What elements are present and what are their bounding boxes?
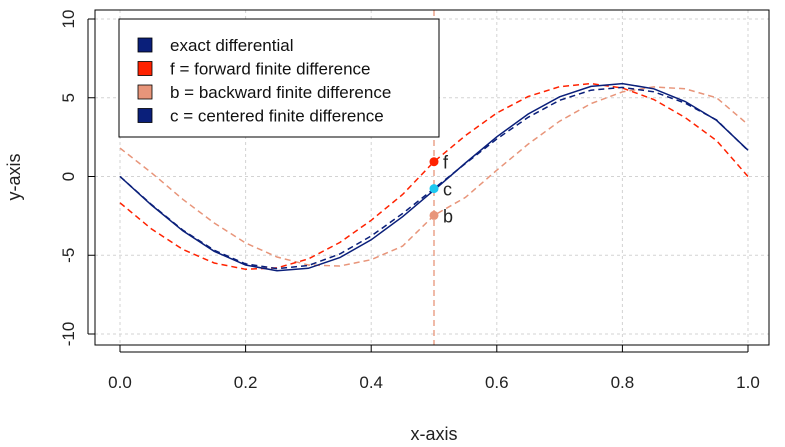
- series-line-1: [119, 82, 749, 271]
- x-tick-label: 0.2: [234, 373, 258, 392]
- x-tick-label: 0.8: [611, 373, 635, 392]
- y-tick-label: 0: [59, 172, 78, 181]
- legend-swatch: [137, 61, 153, 76]
- x-tick-label: 0.4: [359, 373, 383, 392]
- point-label-b: b: [443, 206, 453, 226]
- legend-swatch: [137, 84, 153, 100]
- plot-frame: [94, 9, 770, 346]
- y-axis-title: y-axis: [4, 153, 24, 200]
- y-tick-label: -10: [59, 322, 78, 347]
- x-tick-label: 0.6: [485, 373, 509, 392]
- legend-label: c = centered finite difference: [170, 107, 384, 126]
- point-label-c: c: [443, 180, 452, 200]
- point-f: [429, 157, 439, 167]
- highlight-points: fcb: [429, 153, 453, 226]
- legend-swatch: [137, 37, 153, 53]
- x-axis-title: x-axis: [410, 424, 457, 444]
- legend-swatch: [137, 108, 153, 123]
- legend: exact differential f = forward finite dif…: [118, 18, 440, 138]
- legend-label: b = backward finite difference: [170, 83, 391, 102]
- point-label-f: f: [443, 153, 449, 173]
- legend-label: exact differential: [170, 36, 293, 55]
- x-tick-label: 1.0: [736, 373, 760, 392]
- y-tick-label: -5: [59, 248, 78, 263]
- legend-box: [118, 18, 440, 138]
- legend-label: f = forward finite difference: [170, 60, 371, 79]
- x-tick-label: 0.0: [108, 373, 132, 392]
- y-tick-label: 10: [59, 10, 78, 29]
- point-b: [429, 210, 439, 220]
- axes: 0.0 0.2 0.4 0.6 0.8 1.0 -10 -5 0 5 10: [59, 10, 760, 392]
- y-tick-label: 5: [59, 93, 78, 102]
- point-c: [429, 184, 439, 194]
